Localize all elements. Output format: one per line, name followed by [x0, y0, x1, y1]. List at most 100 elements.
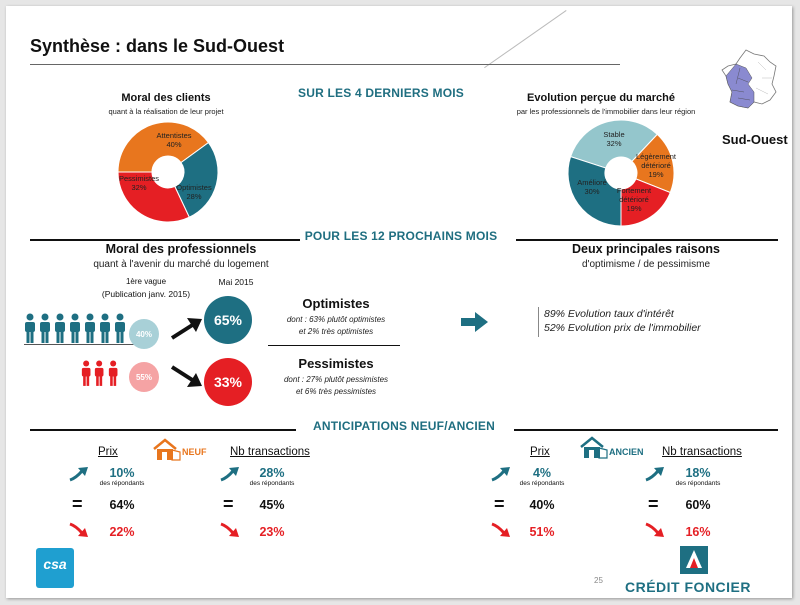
percent-down: 23%: [259, 525, 285, 539]
raisons-bracket: [538, 307, 539, 337]
equal-sign: =: [223, 494, 234, 514]
credit-foncier-logo: CRÉDIT FONCIER: [625, 579, 751, 595]
donut-slice-optimistes: [174, 141, 219, 218]
optimists-previous-circle: 40%: [129, 319, 159, 349]
person-icon: [85, 313, 95, 343]
page-number: 25: [594, 576, 603, 585]
title-underline: [30, 64, 620, 65]
slide: Synthèse : dans le Sud-Ouest Sud-Ouest S…: [6, 6, 792, 598]
ancien-prix-header: Prix: [530, 446, 550, 458]
raison-1: 89% Evolution taux d'intérêt: [544, 308, 674, 320]
equal-sign: =: [648, 494, 659, 514]
slice-label-stable: Stable 32%: [603, 130, 625, 148]
region-label: Sud-Ouest: [722, 132, 788, 147]
percent-up: 18%: [685, 466, 711, 480]
donut-slice-am-lior-: [567, 155, 622, 227]
trend-down-icon: [219, 522, 241, 543]
trend-up-icon: [68, 466, 90, 487]
raison-2: 52% Evolution prix de l'immobilier: [544, 322, 701, 334]
raisons-title: Deux principales raisons: [572, 242, 720, 256]
opt-pess-divider: [268, 345, 400, 346]
person-icon: [81, 360, 91, 386]
optimists-now-circle: 65%: [204, 296, 252, 344]
evolution-marche-title: Evolution perçue du marché: [527, 92, 675, 104]
percent-stable: 60%: [685, 498, 711, 512]
evolution-marche-subtitle: par les professionnels de l'immobilier d…: [516, 107, 696, 116]
equal-sign: =: [494, 494, 505, 514]
donut-slice-attentistes: [117, 121, 210, 173]
section-last-4-months: SUR LES 4 DERNIERS MOIS: [298, 86, 464, 100]
moral-pros-subtitle: quant à l'avenir du marché du logement: [93, 259, 269, 270]
trend-up-icon: [644, 466, 666, 487]
person-icon: [25, 313, 35, 343]
section-next-12-months: POUR LES 12 PROCHAINS MOIS: [304, 229, 498, 243]
moral-pros-title: Moral des professionnels: [105, 242, 257, 256]
percent-stable: 45%: [259, 498, 285, 512]
raisons-subtitle: d'optimisme / de pessimisme: [581, 259, 711, 270]
percent-up: 28%: [259, 466, 285, 480]
pessimists-previous-circle: 55%: [129, 362, 159, 392]
neuf-prix-header: Prix: [98, 446, 118, 458]
equal-sign: =: [72, 494, 83, 514]
trend-up-icon: [490, 466, 512, 487]
optimists-title: Optimistes: [302, 296, 370, 311]
slice-label-optimistes: Optimistes 28%: [176, 183, 212, 201]
csa-logo: csa: [36, 548, 74, 588]
percent-stable: 40%: [529, 498, 555, 512]
arrow-down-right-icon: [170, 365, 202, 387]
optimistic-people-icons: [24, 313, 134, 345]
slice-label-legerement-deteriore: Légèrement détérioré 19%: [635, 152, 677, 179]
slice-label-pessimistes: Pessimistes 32%: [119, 174, 160, 192]
percent-down: 16%: [685, 525, 711, 539]
divider-left: [30, 239, 300, 241]
slice-label-ameliore: Amélioré 30%: [577, 178, 607, 196]
person-icon: [108, 360, 118, 386]
percent-down: 22%: [109, 525, 135, 539]
section-anticipations: ANTICIPATIONS NEUF/ANCIEN: [313, 419, 495, 433]
moral-clients-subtitle: quant à la réalisation de leur projet: [108, 107, 224, 116]
trend-down-icon: [490, 522, 512, 543]
divider-left-2: [30, 429, 296, 431]
ancien-tag: ANCIEN: [609, 447, 644, 457]
pessimists-now-circle: 33%: [204, 358, 252, 406]
pessimists-title: Pessimistes: [298, 356, 374, 371]
neuf-nb-header: Nb transactions: [230, 446, 310, 458]
france-map-icon: [721, 49, 777, 109]
ancien-nb-header: Nb transactions: [662, 446, 742, 458]
respondents-label: des répondants: [99, 480, 145, 487]
arrow-up-right-icon: [170, 318, 202, 340]
person-icon: [100, 313, 110, 343]
may-2015-label: Mai 2015: [218, 277, 254, 287]
optimists-detail-1: dont : 63% plutôt optimistes: [286, 315, 386, 324]
respondents-label: des répondants: [519, 480, 565, 487]
percent-up: 10%: [109, 466, 135, 480]
evolution-marche-donut-chart: [567, 119, 675, 227]
slice-label-fortement-deteriore: Fortement détérioré 19%: [616, 186, 652, 213]
page-title: Synthèse : dans le Sud-Ouest: [30, 36, 285, 56]
percent-up: 4%: [532, 466, 552, 480]
person-icon: [95, 360, 104, 386]
wave-label: 1ère vague: [125, 277, 167, 286]
house-new-icon: [153, 438, 181, 461]
divider-right: [516, 239, 778, 241]
trend-down-icon: [644, 522, 666, 543]
trend-up-icon: [219, 466, 241, 487]
pessimistic-people-icons: [81, 358, 121, 390]
donut-slice-pessimistes: [117, 171, 190, 223]
pessimists-detail-2: et 6% très pessimistes: [295, 387, 377, 396]
trend-down-icon: [68, 522, 90, 543]
person-icon: [115, 313, 125, 343]
pessimists-detail-1: dont : 27% plutôt pessimistes: [283, 375, 389, 384]
divider-right-2: [514, 429, 778, 431]
donut-slice-fortement-d-t-rior-: [620, 178, 671, 227]
credit-foncier-emblem-icon: [680, 546, 708, 574]
house-old-icon: [580, 436, 608, 459]
donut-slice-l-g-rement-d-t-rior-: [631, 133, 675, 194]
optimists-detail-2: et 2% très optimistes: [298, 327, 374, 336]
decorative-line: [484, 10, 567, 69]
person-icon: [40, 313, 50, 343]
wave-publication: (Publication janv. 2015): [101, 289, 191, 299]
donut-slice-stable: [569, 119, 658, 169]
moral-clients-title: Moral des clients: [121, 92, 211, 104]
arrow-right-icon: [461, 312, 488, 332]
